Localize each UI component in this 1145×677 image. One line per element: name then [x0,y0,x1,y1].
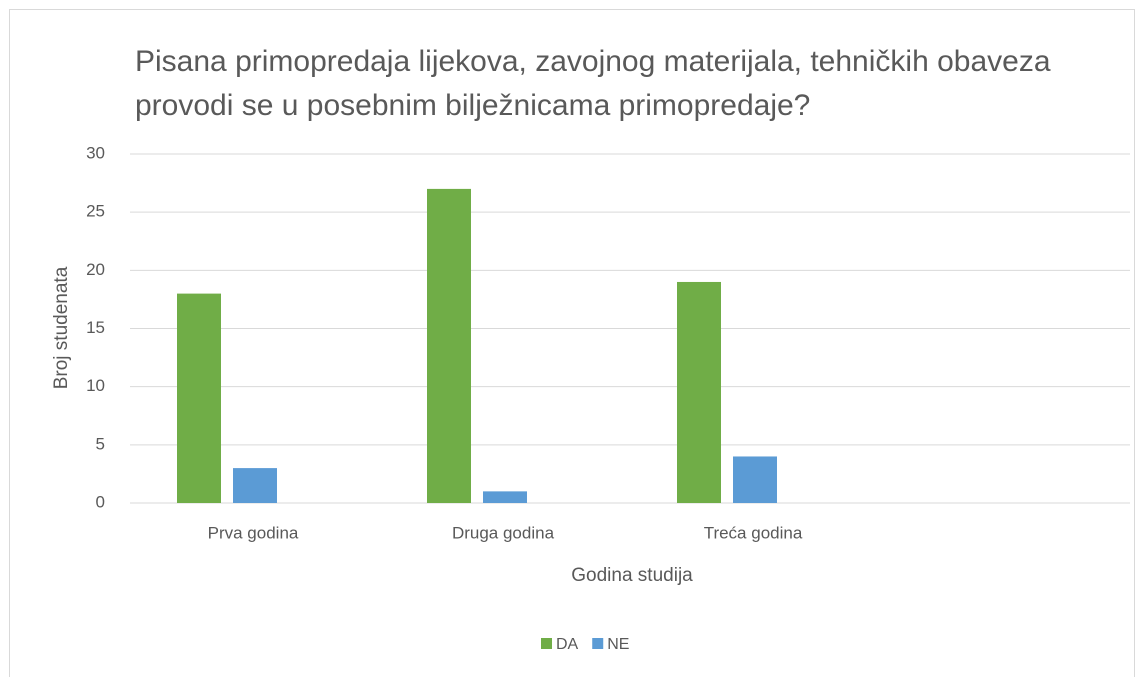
y-tick-label: 30 [86,143,105,162]
x-tick-label: Treća godina [704,523,803,542]
bar [733,456,777,503]
legend-label: NE [607,636,629,653]
legend-swatch [592,638,604,649]
y-tick-label: 5 [96,434,105,453]
bar [427,188,471,503]
y-tick-label: 10 [86,376,105,395]
chart-frame [9,9,1135,677]
legend-label: DA [556,636,579,653]
bar [233,468,277,503]
y-axis-title: Broj studenata [51,266,72,389]
bar [483,491,527,503]
chart-title: Pisana primopredaja lijekova, zavojnog m… [135,45,1051,122]
y-tick-label: 25 [86,202,105,221]
y-tick-label: 20 [86,260,105,279]
legend-swatch [541,638,552,649]
y-tick-label: 0 [96,492,105,511]
bar [677,281,721,503]
y-tick-label: 15 [86,318,105,337]
x-tick-label: Prva godina [208,523,299,542]
x-tick-label: Druga godina [452,523,555,542]
bar [177,293,221,503]
x-axis-title: Godina studija [571,565,693,586]
